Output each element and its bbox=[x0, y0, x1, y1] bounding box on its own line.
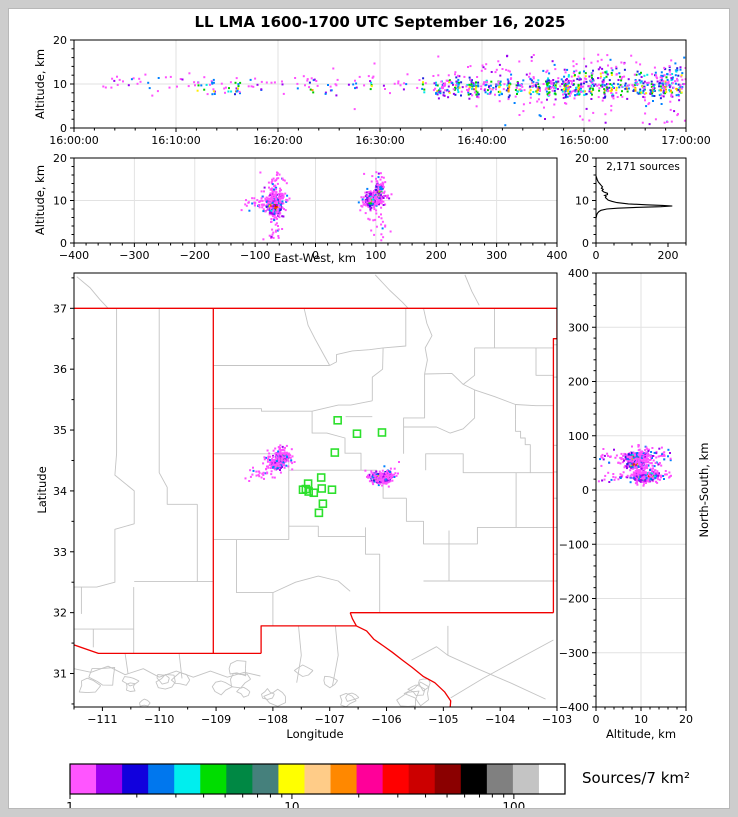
time-panel-ylabel: Altitude, km bbox=[33, 48, 47, 120]
ew-panel-ylabel: Altitude, km bbox=[33, 164, 47, 236]
tick-label: −104 bbox=[485, 713, 515, 726]
tick-label: 16:40:00 bbox=[457, 134, 506, 147]
tick-label: 0 bbox=[582, 484, 589, 497]
tick-label: 0 bbox=[582, 237, 589, 250]
tick-label: 200 bbox=[568, 376, 589, 389]
ns-height-panel-frame bbox=[595, 272, 687, 708]
tick-label: 200 bbox=[658, 249, 679, 262]
tick-label: −200 bbox=[559, 593, 589, 606]
tick-label: −100 bbox=[240, 249, 270, 262]
tick-label: 16:10:00 bbox=[151, 134, 200, 147]
histogram-panel-frame bbox=[595, 157, 687, 244]
ew-height-panel-frame bbox=[73, 157, 558, 244]
time-height-panel-frame bbox=[73, 39, 687, 129]
tick-label: 100 bbox=[365, 249, 386, 262]
tick-label: 16:30:00 bbox=[355, 134, 404, 147]
tick-label: 1 bbox=[66, 800, 74, 814]
ew-scatter-points bbox=[240, 171, 393, 242]
altitude-histogram-curve bbox=[595, 175, 673, 220]
tick-label: −300 bbox=[119, 249, 149, 262]
tick-label: −111 bbox=[87, 713, 117, 726]
tick-label: −108 bbox=[258, 713, 288, 726]
tick-label: 10 bbox=[53, 195, 67, 208]
tick-label: −300 bbox=[559, 647, 589, 660]
tick-label: 0 bbox=[60, 237, 67, 250]
tick-label: −400 bbox=[559, 701, 589, 714]
tick-label: 20 bbox=[575, 152, 589, 165]
tick-label: 10 bbox=[634, 713, 648, 726]
tick-label: 400 bbox=[568, 267, 589, 280]
tick-label: 20 bbox=[679, 713, 693, 726]
tick-label: −107 bbox=[315, 713, 345, 726]
tick-label: −400 bbox=[59, 249, 89, 262]
tick-label: 20 bbox=[53, 152, 67, 165]
tick-label: −100 bbox=[559, 538, 589, 551]
tick-label: −110 bbox=[144, 713, 174, 726]
source-count-annotation: 2,171 sources bbox=[606, 161, 680, 173]
tick-label: 10 bbox=[53, 78, 67, 91]
tick-label: 17:00:00 bbox=[661, 134, 710, 147]
tick-label: 0 bbox=[312, 249, 319, 262]
ew-panel-xlabel: East-West, km bbox=[274, 251, 356, 265]
tick-label: −106 bbox=[371, 713, 401, 726]
map-xlabel: Longitude bbox=[286, 727, 344, 741]
tick-label: −105 bbox=[428, 713, 458, 726]
tick-label: 35 bbox=[53, 424, 67, 437]
tick-label: 100 bbox=[502, 800, 525, 814]
colorbar-frame bbox=[69, 763, 566, 795]
map-ylabel: Latitude bbox=[35, 466, 49, 514]
tick-label: 0 bbox=[60, 122, 67, 135]
tick-label: −109 bbox=[201, 713, 231, 726]
tick-label: 0 bbox=[593, 713, 600, 726]
tick-label: 16:50:00 bbox=[559, 134, 608, 147]
tick-label: 300 bbox=[568, 321, 589, 334]
tick-label: −103 bbox=[542, 713, 572, 726]
tick-label: 10 bbox=[284, 800, 299, 814]
colorbar-label: Sources/7 km² bbox=[582, 769, 691, 787]
ns-panel-ylabel: North-South, km bbox=[697, 442, 711, 538]
tick-label: 33 bbox=[53, 546, 67, 559]
tick-label: 10 bbox=[575, 195, 589, 208]
tick-label: 32 bbox=[53, 607, 67, 620]
lma-station-markers bbox=[298, 416, 387, 518]
tick-label: 20 bbox=[53, 34, 67, 47]
map-layers bbox=[74, 274, 557, 707]
tick-label: 400 bbox=[547, 249, 568, 262]
figure-title: LL LMA 1600-1700 UTC September 16, 2025 bbox=[194, 13, 566, 31]
tick-label: 31 bbox=[53, 668, 67, 681]
top-scatter-points bbox=[102, 53, 687, 127]
map-panel-frame bbox=[73, 272, 558, 708]
tick-label: 37 bbox=[53, 302, 67, 315]
colorbar: 1 10 100 bbox=[66, 763, 566, 814]
tick-label: 34 bbox=[53, 485, 67, 498]
ns-scatter-points bbox=[597, 444, 672, 487]
map-scatter-points bbox=[244, 444, 400, 488]
county-borders bbox=[74, 274, 557, 707]
tick-label: 200 bbox=[426, 249, 447, 262]
state-borders bbox=[74, 307, 557, 707]
tick-label: 100 bbox=[568, 430, 589, 443]
tick-label: 16:20:00 bbox=[253, 134, 302, 147]
tick-label: 0 bbox=[593, 249, 600, 262]
ns-panel-xlabel: Altitude, km bbox=[605, 727, 677, 741]
tick-label: 300 bbox=[486, 249, 507, 262]
tick-label: 16:00:00 bbox=[49, 134, 98, 147]
tick-label: −200 bbox=[180, 249, 210, 262]
tick-label: 36 bbox=[53, 363, 67, 376]
